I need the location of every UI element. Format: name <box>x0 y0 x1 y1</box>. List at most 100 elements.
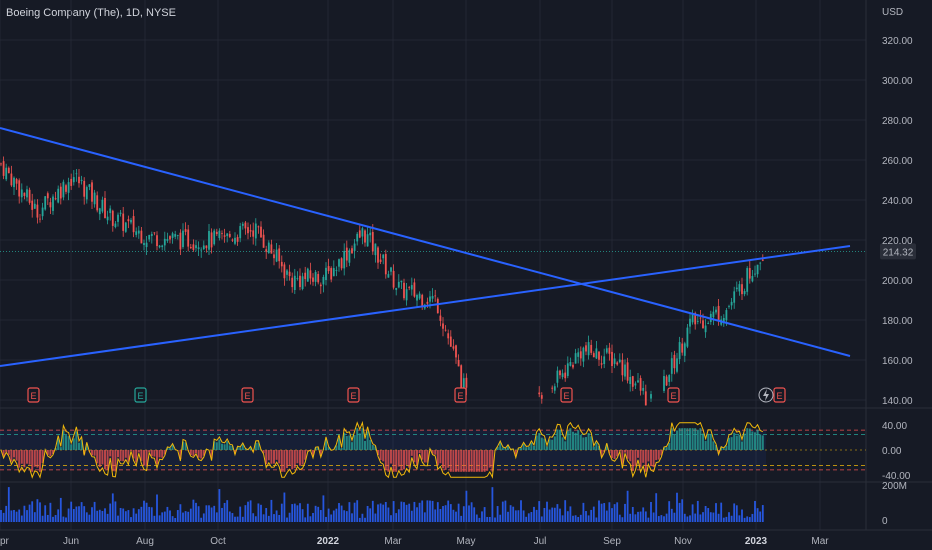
candle-body <box>405 289 408 301</box>
candle-body <box>460 365 463 389</box>
candle-body <box>218 230 221 239</box>
volume-bar <box>517 510 520 522</box>
candle-body <box>221 233 223 234</box>
volume-bar <box>93 501 96 522</box>
candle-body <box>260 226 262 238</box>
candle-body <box>447 333 450 339</box>
volume-bar <box>322 495 325 522</box>
candle-body <box>629 376 632 385</box>
earnings-marker[interactable]: E <box>241 387 254 403</box>
volume-bar <box>496 506 499 522</box>
lightning-icon[interactable] <box>758 387 774 403</box>
candle-body <box>681 343 684 353</box>
trendlines[interactable] <box>0 127 851 367</box>
candle-body <box>626 362 629 381</box>
volume-bar <box>369 508 372 522</box>
candle-body <box>18 180 21 197</box>
volume-bar <box>631 506 634 522</box>
volume-bar <box>200 517 203 522</box>
time-tick-label: Jun <box>63 536 79 547</box>
earnings-marker[interactable]: E <box>560 387 573 403</box>
candle-body <box>288 271 291 277</box>
volume-bar <box>273 514 275 522</box>
volume-bar <box>176 510 179 522</box>
volume-bar <box>197 506 200 522</box>
volume-bar <box>569 506 572 522</box>
candle-body <box>382 254 385 259</box>
candle-body <box>135 231 138 235</box>
candle-body <box>299 275 301 288</box>
volume-bar <box>210 507 213 522</box>
candle-body <box>195 245 197 249</box>
earnings-marker[interactable]: E <box>773 387 786 403</box>
earnings-marker[interactable]: E <box>347 387 360 403</box>
candle-body <box>715 309 717 313</box>
candle-body <box>241 223 244 226</box>
earnings-marker[interactable]: E <box>134 387 147 403</box>
volume-bar <box>699 514 702 522</box>
time-tick-label: 2022 <box>317 536 340 547</box>
candle-body <box>348 250 351 263</box>
earnings-marker[interactable]: E <box>454 387 467 403</box>
candle-body <box>418 293 421 299</box>
volume-bar <box>605 510 608 522</box>
volume-bar <box>460 515 463 522</box>
volume-bar <box>598 500 600 522</box>
volume-bar <box>83 506 86 522</box>
volume-bar <box>665 513 668 522</box>
candle-body <box>332 268 335 277</box>
candle-body <box>351 248 353 254</box>
volume-bar <box>504 500 507 522</box>
volume-bar <box>535 509 538 522</box>
volume-bar <box>384 501 387 522</box>
time-tick-label: May <box>457 536 476 547</box>
candle-body <box>590 344 593 353</box>
volume-bar <box>101 510 104 522</box>
volume-bar <box>434 509 437 522</box>
candle-body <box>319 284 322 287</box>
volume-bar <box>465 490 468 522</box>
volume-bar <box>730 515 733 522</box>
candle-body <box>728 305 730 307</box>
volume-bar <box>143 500 145 522</box>
volume-bar <box>75 506 78 522</box>
candle-body <box>96 195 99 211</box>
earnings-marker[interactable]: E <box>667 387 680 403</box>
volume-bar <box>156 494 158 522</box>
earnings-marker[interactable]: E <box>27 387 40 403</box>
volume-bar <box>52 516 54 522</box>
volume-bar <box>499 514 502 522</box>
volume-bar <box>33 512 36 522</box>
candle-body <box>439 315 442 321</box>
volume-bar <box>286 517 288 522</box>
candle-body <box>130 219 132 223</box>
volume-bar <box>423 512 426 522</box>
candle-body <box>67 182 70 193</box>
price-tick-label: 200.00 <box>882 276 913 287</box>
chart-title: Boeing Company (The), 1D, NYSE <box>6 7 176 19</box>
candle-body <box>431 295 434 299</box>
candle-body <box>746 268 749 292</box>
volume-bar <box>626 490 629 522</box>
candle-body <box>696 321 699 322</box>
candle-body <box>293 275 296 291</box>
price-tick-label: 240.00 <box>882 196 913 207</box>
candle-body <box>31 200 34 210</box>
volume-bar <box>327 508 330 522</box>
candle-body <box>429 296 431 302</box>
candle-body <box>559 370 561 376</box>
earnings-label: E <box>670 391 676 401</box>
volume-bar <box>553 507 556 522</box>
volume-bar <box>382 504 385 522</box>
candle-body <box>93 192 96 205</box>
candle-body <box>377 247 379 263</box>
volume-bar <box>483 507 486 522</box>
candle-body <box>538 392 541 395</box>
volume-bar <box>252 513 255 522</box>
volume-bar <box>468 505 470 522</box>
volume-bar <box>293 503 296 522</box>
candle-body <box>340 258 343 269</box>
volume-bar <box>572 515 574 522</box>
